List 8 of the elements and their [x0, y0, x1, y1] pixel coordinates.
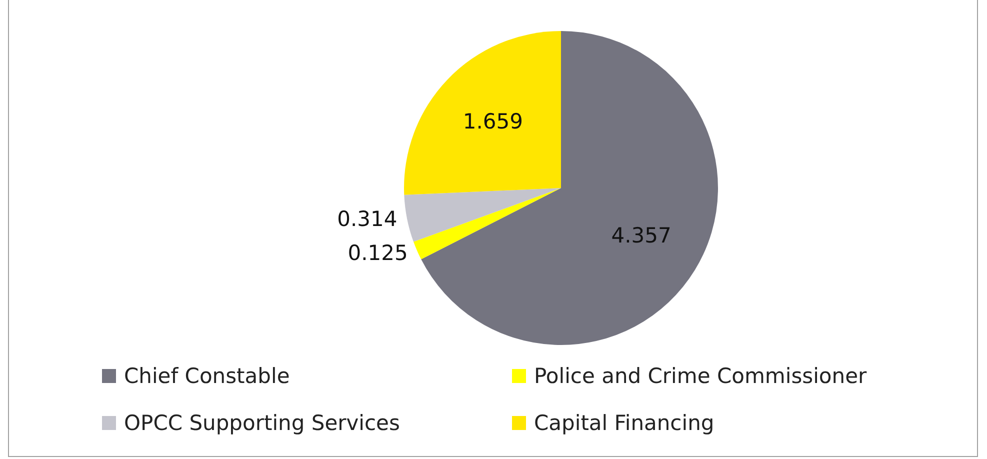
legend-label: Chief Constable	[124, 364, 290, 388]
data-label: 4.357	[611, 224, 672, 248]
legend-label: Capital Financing	[534, 411, 714, 435]
data-label: 0.314	[337, 207, 398, 232]
legend-label: OPCC Supporting Services	[124, 411, 400, 435]
data-label: 0.125	[348, 241, 408, 266]
legend-label: Police and Crime Commissioner	[534, 364, 867, 388]
data-label: 1.659	[462, 109, 523, 134]
